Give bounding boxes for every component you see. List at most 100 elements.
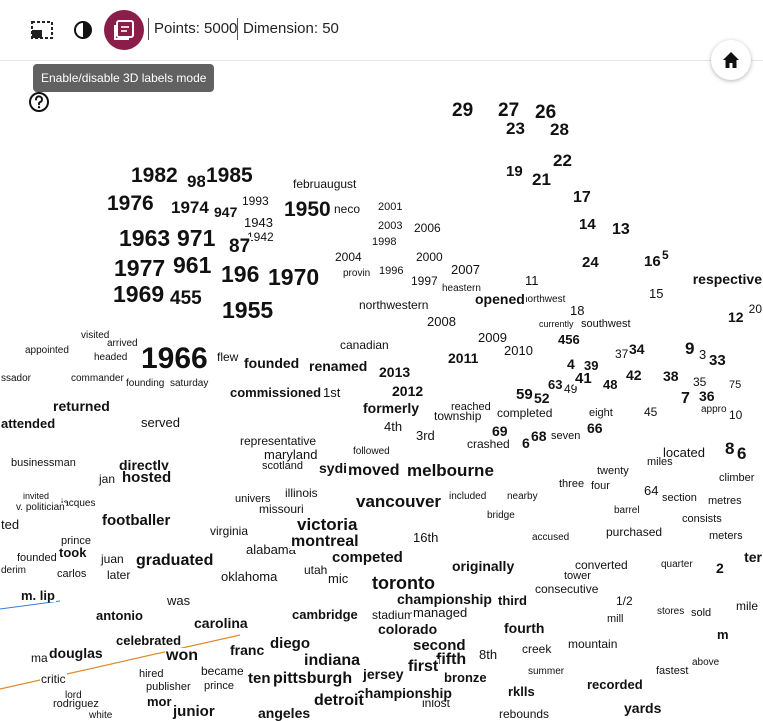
point-label[interactable]: 12: [727, 309, 745, 325]
point-label[interactable]: founding: [125, 378, 166, 389]
point-label[interactable]: completed: [496, 406, 554, 420]
point-label[interactable]: 1996: [378, 265, 405, 277]
point-label[interactable]: 1982: [130, 164, 179, 187]
point-label[interactable]: 45: [643, 405, 659, 419]
point-label[interactable]: 33: [708, 352, 727, 369]
point-label[interactable]: cambridge: [291, 607, 359, 622]
point-label[interactable]: 16th: [412, 530, 440, 545]
point-label[interactable]: 6: [736, 444, 748, 463]
point-label[interactable]: moved: [347, 462, 401, 479]
point-label[interactable]: seven: [550, 430, 582, 442]
point-label[interactable]: alabama: [245, 542, 297, 557]
point-label[interactable]: managed: [412, 605, 469, 620]
point-label[interactable]: ssador: [0, 373, 33, 384]
point-label[interactable]: 196: [220, 261, 261, 287]
point-label[interactable]: jan: [98, 472, 117, 486]
point-label[interactable]: univers: [234, 493, 272, 505]
point-label[interactable]: served: [140, 415, 182, 430]
point-label[interactable]: yards: [623, 700, 663, 716]
point-label[interactable]: 63: [547, 377, 564, 392]
point-label[interactable]: franc: [229, 642, 266, 658]
point-label[interactable]: v. politician: [15, 502, 66, 513]
point-label[interactable]: 64: [643, 483, 660, 498]
point-label[interactable]: above: [691, 657, 721, 668]
point-label[interactable]: bronze: [443, 670, 488, 685]
point-label[interactable]: 36: [698, 388, 716, 404]
selection-rect-button[interactable]: [28, 17, 56, 43]
point-label[interactable]: three: [558, 478, 586, 490]
point-label[interactable]: scotland: [261, 460, 304, 472]
point-label[interactable]: maryland: [263, 447, 319, 462]
point-label[interactable]: rodriguez: [52, 698, 100, 710]
point-label[interactable]: 1st: [322, 385, 342, 400]
point-label[interactable]: 66: [586, 420, 604, 436]
point-label[interactable]: missouri: [258, 502, 305, 516]
point-label[interactable]: victoria: [296, 515, 359, 534]
point-label[interactable]: attended: [0, 416, 57, 431]
point-label[interactable]: climber: [718, 472, 756, 484]
point-label[interactable]: provin: [342, 268, 372, 279]
point-label[interactable]: competed: [331, 549, 404, 566]
point-label[interactable]: 28: [549, 120, 570, 139]
point-label[interactable]: 42: [625, 367, 643, 383]
point-label[interactable]: commander: [70, 373, 125, 384]
point-label[interactable]: won: [165, 647, 199, 664]
point-label[interactable]: mor: [146, 694, 173, 709]
point-label[interactable]: 41: [574, 370, 593, 387]
point-label[interactable]: 2009: [477, 330, 508, 345]
point-label[interactable]: miles: [646, 456, 674, 468]
point-label[interactable]: summer: [527, 666, 566, 677]
point-label[interactable]: 87: [228, 236, 252, 257]
point-label[interactable]: 1985: [205, 164, 254, 187]
point-label[interactable]: fourth: [503, 620, 546, 636]
point-label[interactable]: 1943: [243, 215, 274, 230]
point-label[interactable]: 29: [451, 100, 475, 121]
point-label[interactable]: 1970: [267, 264, 321, 290]
point-label[interactable]: 19: [505, 163, 524, 180]
point-label[interactable]: hired: [138, 668, 165, 680]
home-button[interactable]: [711, 40, 751, 80]
point-label[interactable]: 2003: [377, 220, 404, 232]
point-label[interactable]: consists: [681, 513, 723, 525]
point-label[interactable]: 455: [169, 288, 203, 309]
point-label[interactable]: representative: [239, 434, 318, 448]
point-label[interactable]: 39: [583, 358, 600, 373]
point-label[interactable]: 98: [186, 172, 207, 191]
point-label[interactable]: creek: [521, 642, 553, 656]
point-label[interactable]: 21: [531, 170, 552, 189]
point-label[interactable]: barrel: [613, 505, 641, 516]
point-label[interactable]: 3rd: [415, 428, 436, 443]
point-label[interactable]: douglas: [48, 645, 104, 661]
point-label[interactable]: stadium: [371, 608, 416, 622]
point-label[interactable]: colorado: [377, 621, 439, 637]
point-label[interactable]: 13: [611, 221, 631, 238]
point-label[interactable]: 4: [566, 356, 576, 372]
point-label[interactable]: first: [407, 658, 440, 675]
point-label[interactable]: 17: [572, 189, 592, 206]
point-label[interactable]: hosted: [121, 469, 173, 486]
point-label[interactable]: 23: [505, 119, 526, 138]
point-label[interactable]: nearby: [506, 491, 539, 502]
point-label[interactable]: 961: [172, 252, 213, 278]
point-label[interactable]: 20: [747, 302, 763, 316]
point-label[interactable]: followed: [352, 446, 391, 457]
point-label[interactable]: businessman: [10, 457, 77, 469]
point-label[interactable]: northwest: [521, 294, 567, 305]
point-label[interactable]: recorded: [586, 677, 644, 692]
point-label[interactable]: 9: [684, 339, 696, 358]
point-label[interactable]: 2004: [334, 250, 363, 264]
point-label[interactable]: four: [590, 480, 611, 492]
point-label[interactable]: 6: [521, 435, 531, 451]
point-label[interactable]: returned: [52, 398, 111, 414]
point-label[interactable]: 1977: [113, 255, 167, 281]
point-label[interactable]: jacques: [60, 498, 97, 509]
point-label[interactable]: 49: [563, 382, 579, 396]
point-label[interactable]: bridge: [486, 510, 516, 521]
point-label[interactable]: respective: [691, 271, 763, 287]
point-label[interactable]: ted: [0, 517, 21, 532]
point-label[interactable]: rebounds: [498, 707, 551, 721]
point-label[interactable]: junior: [172, 703, 216, 720]
point-label[interactable]: reached: [450, 401, 492, 413]
point-label[interactable]: 35: [692, 375, 708, 389]
point-label[interactable]: detroit: [313, 692, 365, 709]
